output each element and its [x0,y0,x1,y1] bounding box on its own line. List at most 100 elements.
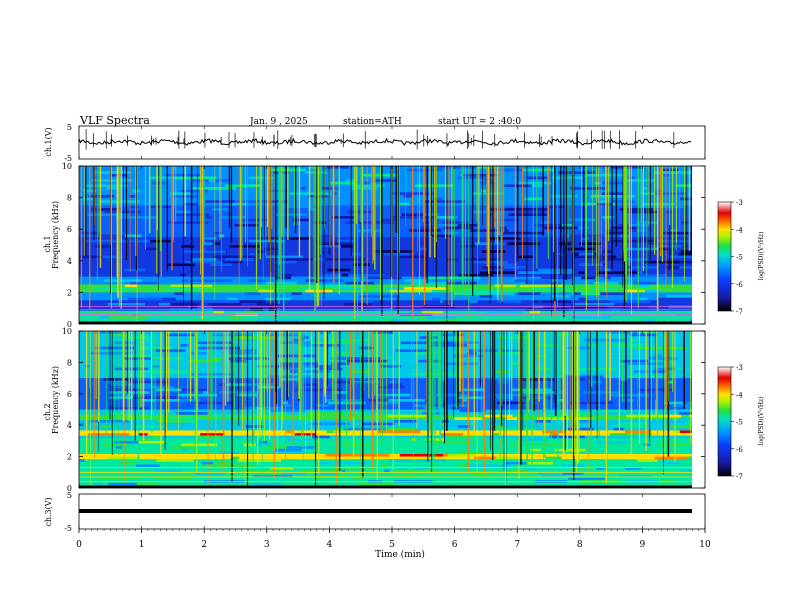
spectrogram-cell [506,176,528,180]
spectrogram-cell [581,276,596,280]
spectrogram-cell [399,453,443,457]
spectrogram-band [79,226,692,230]
spectrogram-cell [377,401,400,405]
spectrogram-cell [506,226,545,230]
spectrogram-cell [333,467,372,470]
spectrogram-cell [273,255,304,259]
spectrogram-cell [491,200,521,204]
spectrogram-cell [459,409,486,413]
spectrogram-cell [227,297,238,301]
spectrogram-cell [152,181,166,185]
spectrogram-cell [336,388,342,392]
spectrogram-band [79,461,692,465]
freq-tick-label: 4 [67,421,72,430]
spectrogram-cell [188,344,196,347]
spectrogram-cell [495,456,522,460]
spectrogram-cell [310,341,354,345]
ch3-v-ylabel: ch.3(V) [44,497,53,526]
spectrogram-cell [452,260,491,264]
spectrogram-cell [458,176,491,180]
spectrogram-cell [271,451,308,455]
spectrogram-cell [170,192,191,196]
spectrogram-cell [666,295,692,298]
spectrogram-cell [537,472,572,476]
spectrogram-cell [557,399,564,402]
spectrogram-band [79,409,692,413]
spectrogram-cell [627,184,639,188]
spectrogram-cell [568,477,605,481]
spectrogram-floor [79,321,692,324]
spectrogram-cell [218,396,248,400]
spectrogram-cell [262,333,306,337]
spectrogram-cell [635,273,667,277]
spectrogram-cell [530,430,548,434]
spectrogram-cell [597,271,638,275]
spectrogram-cell [649,357,678,361]
spectrogram-cell [639,297,648,301]
spectrogram-cell [489,425,506,429]
spectrogram-cell [564,229,597,233]
time-axis-label: Time (min) [375,549,425,560]
spectrogram-cell [634,370,649,374]
spectrogram-cell [321,273,341,277]
spectrogram-cell [109,367,149,371]
spectrogram-cell [642,378,655,382]
spectrogram-cell [591,287,617,291]
spectrogram-cell [604,229,638,233]
spectrogram-cell [250,252,255,256]
spectrogram-cell [686,456,692,460]
spectrogram-cell [214,242,220,246]
spectrogram-cell [535,284,552,288]
spectrogram-cell [445,443,466,447]
spectrogram-cell [152,435,160,439]
spectrogram-cell [366,276,402,280]
spectrogram-cell [279,258,317,262]
spectrogram-cell [103,231,125,235]
spectrogram-cell [305,187,323,190]
spectrogram-cell [578,297,587,301]
spectrogram-cell [358,295,400,298]
spectrogram-cell [275,354,316,358]
spectrogram-cell [178,412,208,416]
spectrogram-cell [181,279,189,283]
spectrogram-cell [363,404,387,408]
colorbar-tick-label: -6 [736,446,743,454]
time-tick-label: 7 [514,540,520,550]
spectrogram-cell [625,467,642,470]
spectrogram-band [79,208,692,212]
colorbar-tick-label: -5 [736,254,743,262]
spectrogram-cell [555,467,582,470]
spectrogram-cell [385,433,391,436]
spectrogram-cell [386,427,415,431]
spectrogram-cell [305,171,327,175]
spectrogram-cell [177,284,212,288]
spectrogram-cell [633,281,657,285]
spectrogram-cell [348,273,385,277]
spectrogram-cell [359,346,374,350]
spectrogram-cell [237,336,276,340]
spectrogram-cell [474,242,490,246]
spectrogram-cell [376,354,396,358]
spectrogram-band [79,448,692,452]
spectrogram-cell [623,344,644,347]
spectrogram-cell [172,474,183,478]
spectrogram-cell [439,378,447,382]
spectrogram-band [79,300,692,304]
spectrogram-cell [154,469,183,473]
spectrogram-cell [160,297,177,301]
spectrogram-cell [675,313,692,317]
spectrogram-cell [564,375,604,379]
spectrogram-cell [103,378,133,382]
spectrogram-cell [114,388,138,392]
spectrogram-cell [138,440,166,444]
time-axis: 0 1 2 3 4 5 6 7 8 9 10 [76,126,711,550]
spectrogram-cell [647,331,659,334]
spectrogram-band [79,406,692,410]
spectrogram-cell [132,385,175,389]
spectrogram-cell [620,378,628,382]
spectrogram-cell [563,459,602,463]
spectrogram-cell [79,255,103,259]
spectrogram-cell [683,406,692,410]
spectrogram-cell [208,302,242,306]
time-tick-label: 9 [640,540,646,550]
